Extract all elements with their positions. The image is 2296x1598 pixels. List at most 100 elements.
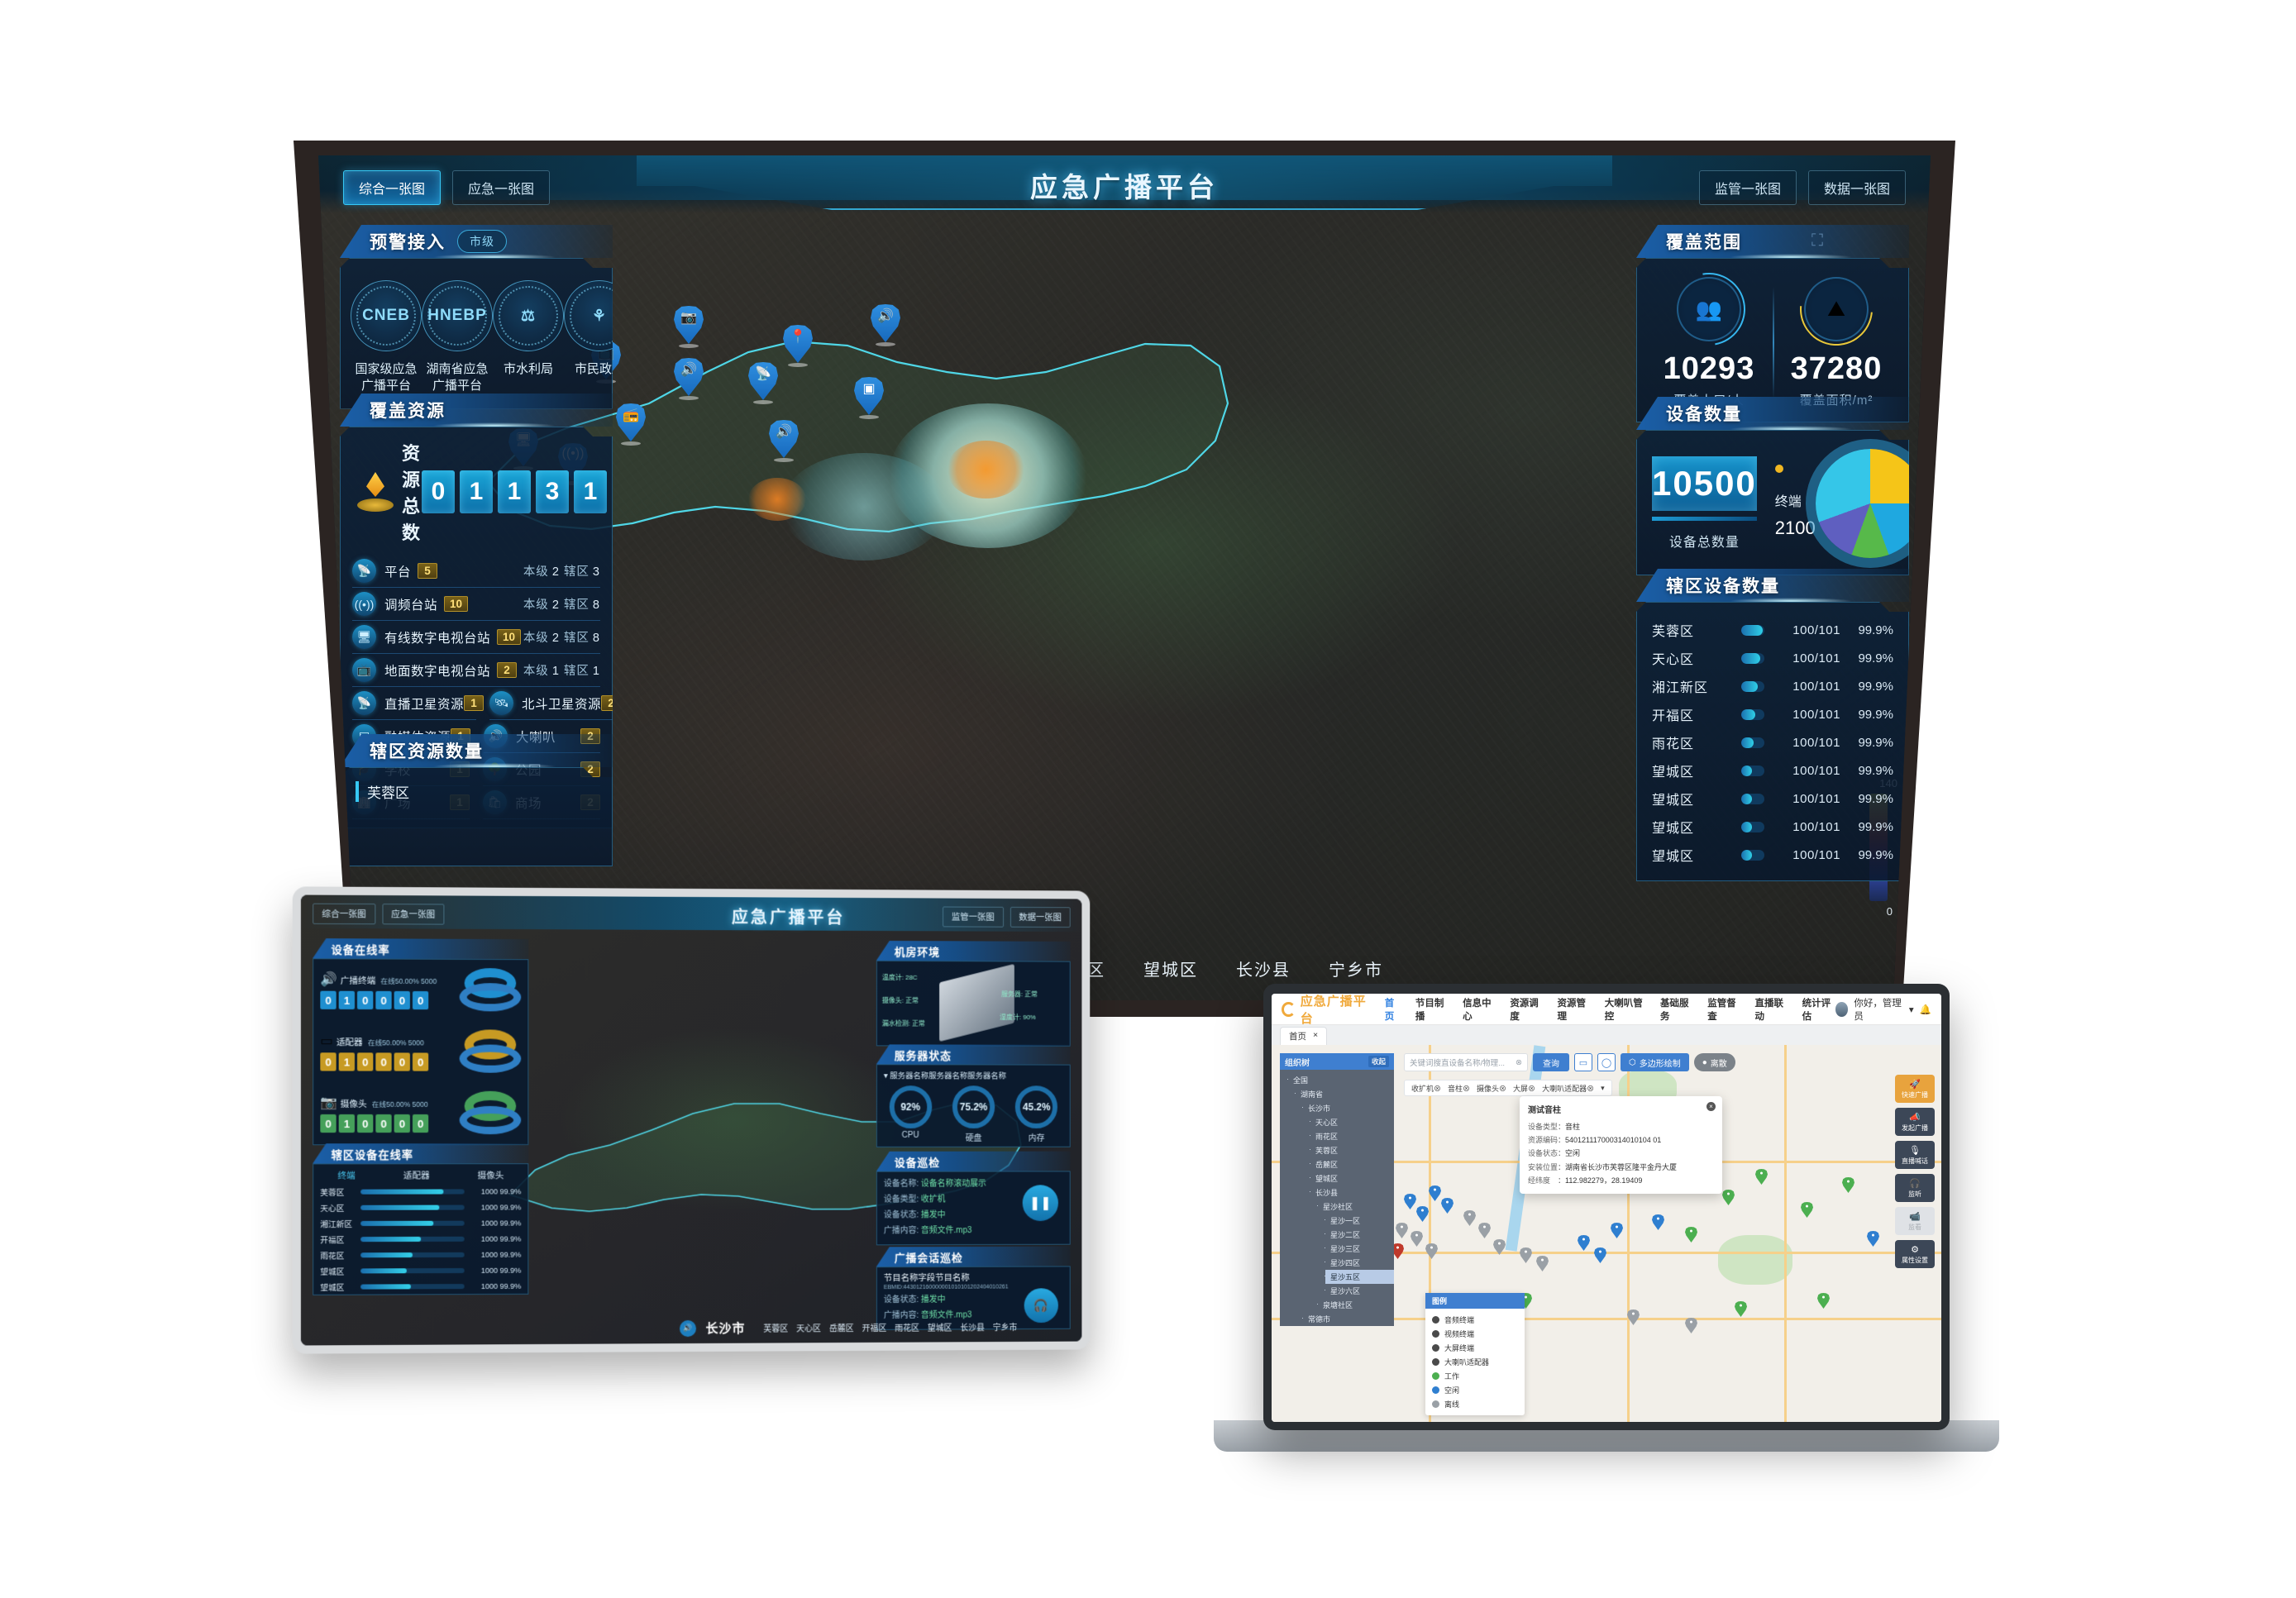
- map-marker[interactable]: ●: [1842, 1177, 1854, 1193]
- map-marker[interactable]: ●: [1441, 1198, 1453, 1214]
- tool-直播喊话[interactable]: 🎙 直播喊话: [1895, 1141, 1935, 1169]
- map-pin[interactable]: 📍: [783, 325, 813, 367]
- tree-node[interactable]: 星沙社区: [1316, 1200, 1394, 1214]
- map-marker[interactable]: ●: [1685, 1318, 1697, 1333]
- tablet-footer-district[interactable]: 望城区: [927, 1324, 952, 1333]
- close-icon[interactable]: ×: [1706, 1102, 1716, 1111]
- open-tab[interactable]: 首页 ×: [1280, 1027, 1328, 1045]
- nav-item-直播联动[interactable]: 直播联动: [1754, 998, 1783, 1022]
- tool-属性设置[interactable]: ⚙ 属性设置: [1895, 1240, 1935, 1268]
- nav-item-大喇叭管控[interactable]: 大喇叭管控: [1604, 998, 1643, 1022]
- map-marker[interactable]: ●: [1685, 1227, 1697, 1243]
- map-marker[interactable]: ●: [1404, 1194, 1416, 1209]
- query-button[interactable]: 查询: [1533, 1053, 1569, 1071]
- tablet-online-tab-终端[interactable]: 终端: [337, 1171, 356, 1181]
- warning-source[interactable]: CNEB 国家级应急 广播平台: [351, 280, 422, 395]
- rectangle-draw-icon[interactable]: ▭: [1574, 1053, 1592, 1071]
- nav-item-监管督查[interactable]: 监管督查: [1707, 998, 1736, 1022]
- tablet-online-row[interactable]: 望城区 1000 99.9%: [313, 1262, 527, 1279]
- tree-node[interactable]: 泉塘社区: [1316, 1298, 1394, 1312]
- organization-tree[interactable]: 组织树 收起 全国湖南省长沙市天心区雨花区芙蓉区岳麓区望城区长沙县星沙社区星沙一…: [1280, 1053, 1394, 1326]
- resource-row[interactable]: 📡 平台 5 本级 2 辖区 3: [352, 555, 600, 588]
- tablet-online-row[interactable]: 开福区 1000 99.9%: [313, 1231, 527, 1247]
- tablet-tab-数据一张图[interactable]: 数据一张图: [1010, 906, 1071, 928]
- tablet-tab-综合一张图[interactable]: 综合一张图: [313, 903, 375, 925]
- resource-row[interactable]: 📡 直播卫星资源 1: [352, 687, 476, 720]
- map-pin[interactable]: 📻: [616, 403, 646, 446]
- tablet-footer-district[interactable]: 开福区: [862, 1324, 887, 1333]
- tab-应急一张图[interactable]: 应急一张图: [452, 170, 551, 205]
- nav-item-节目制播[interactable]: 节目制播: [1415, 998, 1444, 1022]
- map-pin[interactable]: ▣: [854, 377, 884, 419]
- district-device-row[interactable]: 天心区 100/101 99.9%: [1652, 644, 1893, 672]
- tablet-footer-district[interactable]: 长沙县: [960, 1324, 985, 1333]
- tablet-online-row[interactable]: 天心区 1000 99.9%: [313, 1199, 527, 1215]
- map-marker[interactable]: ●: [1755, 1169, 1768, 1185]
- polygon-draw-button[interactable]: ⬡ 多边形绘制: [1621, 1053, 1689, 1071]
- map-marker[interactable]: ●: [1611, 1223, 1623, 1238]
- status-chip[interactable]: ● 离散: [1693, 1053, 1735, 1071]
- tablet-online-row[interactable]: 湘江新区 1000 99.9%: [313, 1214, 527, 1231]
- pause-button[interactable]: ❚❚: [1022, 1185, 1058, 1222]
- resource-row[interactable]: ((•)) 调频台站 10 本级 2 辖区 8: [352, 588, 600, 621]
- tablet-online-tab-适配器[interactable]: 适配器: [403, 1171, 430, 1181]
- chevron-down-icon[interactable]: ▾: [1908, 1004, 1914, 1015]
- resource-row[interactable]: 🖥 有线数字电视台站 10 本级 2 辖区 8: [352, 621, 600, 654]
- clear-icon[interactable]: ⊗: [1516, 1057, 1522, 1067]
- tree-node[interactable]: 岳麓区: [1309, 1157, 1394, 1171]
- map-marker[interactable]: ●: [1652, 1214, 1664, 1230]
- map-pin[interactable]: 🔊: [871, 304, 900, 346]
- map-marker[interactable]: ●: [1425, 1243, 1438, 1259]
- map-district-label[interactable]: 望城区: [1143, 961, 1198, 980]
- map-district-label[interactable]: 长沙县: [1236, 961, 1291, 980]
- tablet-footer-district[interactable]: 岳麓区: [828, 1324, 854, 1334]
- nav-item-统计评估[interactable]: 统计评估: [1802, 998, 1831, 1022]
- nav-item-基础服务[interactable]: 基础服务: [1660, 998, 1689, 1022]
- tree-node[interactable]: 湖南省: [1294, 1087, 1394, 1101]
- map-marker[interactable]: ●: [1801, 1202, 1813, 1218]
- tree-node[interactable]: 常德市: [1301, 1312, 1394, 1326]
- tablet-online-tab-摄像头[interactable]: 摄像头: [477, 1171, 504, 1181]
- tool-监听[interactable]: 🎧 监听: [1895, 1174, 1935, 1202]
- map-pin[interactable]: 📷: [674, 306, 704, 348]
- district-device-row[interactable]: 芙蓉区 100/101 99.9%: [1652, 616, 1893, 644]
- map-marker[interactable]: ●: [1735, 1301, 1747, 1317]
- map-marker[interactable]: ●: [1416, 1206, 1429, 1222]
- map-marker[interactable]: ●: [1429, 1185, 1441, 1201]
- tree-node[interactable]: 长沙市: [1301, 1101, 1394, 1115]
- district-device-row[interactable]: 开福区 100/101 99.9%: [1652, 700, 1893, 728]
- tree-node[interactable]: 雨花区: [1309, 1129, 1394, 1143]
- map-marker[interactable]: ●: [1867, 1231, 1879, 1247]
- search-input[interactable]: 关键词搜直设备名称/物理... ⊗: [1404, 1053, 1528, 1071]
- filter-chip[interactable]: 大喇叭适配器⊗: [1542, 1084, 1595, 1093]
- map-pin[interactable]: 🔊: [769, 420, 799, 462]
- tablet-footer-district[interactable]: 芙蓉区: [763, 1324, 789, 1334]
- district-device-row[interactable]: 雨花区 100/101 99.9%: [1652, 728, 1893, 756]
- tree-node[interactable]: 星沙二区: [1324, 1228, 1394, 1242]
- district-device-row[interactable]: 望城区 100/101 99.9%: [1652, 756, 1893, 785]
- map-marker[interactable]: ●: [1722, 1190, 1735, 1205]
- map-marker[interactable]: ●: [1396, 1223, 1408, 1238]
- close-icon[interactable]: ×: [1313, 1030, 1319, 1040]
- nav-item-资源调度[interactable]: 资源调度: [1510, 998, 1539, 1022]
- headset-icon[interactable]: 🎧: [1024, 1288, 1058, 1324]
- map-pin[interactable]: 🔊: [674, 358, 704, 400]
- tree-node[interactable]: 星沙一区: [1324, 1214, 1394, 1228]
- tablet-online-row[interactable]: 芙蓉区 1000 99.9%: [313, 1183, 527, 1200]
- map-marker[interactable]: ●: [1520, 1247, 1532, 1263]
- tree-node[interactable]: 星沙五区: [1324, 1270, 1394, 1284]
- server-selector[interactable]: ▾ 服务器名称服务器名称服务器名称: [883, 1071, 1006, 1081]
- nav-item-首页[interactable]: 首页: [1384, 998, 1395, 1022]
- map-marker[interactable]: ●: [1493, 1239, 1506, 1255]
- collapse-button[interactable]: 收起: [1368, 1056, 1389, 1067]
- user-area[interactable]: 你好，管理员 ▾ 🔔: [1835, 996, 1931, 1023]
- filter-chip[interactable]: 摄像头⊗: [1477, 1084, 1507, 1093]
- tree-node[interactable]: 天心区: [1309, 1115, 1394, 1129]
- tree-node[interactable]: 星沙三区: [1324, 1242, 1394, 1256]
- tablet-online-row[interactable]: 望城区 1000 99.9%: [313, 1278, 527, 1295]
- bell-icon[interactable]: 🔔: [1919, 1004, 1931, 1015]
- circle-draw-icon[interactable]: ◯: [1597, 1053, 1616, 1071]
- district-device-row[interactable]: 望城区 100/101 99.9%: [1652, 813, 1893, 841]
- map-marker[interactable]: ●: [1594, 1247, 1606, 1263]
- tablet-footer-district[interactable]: 天心区: [796, 1324, 822, 1334]
